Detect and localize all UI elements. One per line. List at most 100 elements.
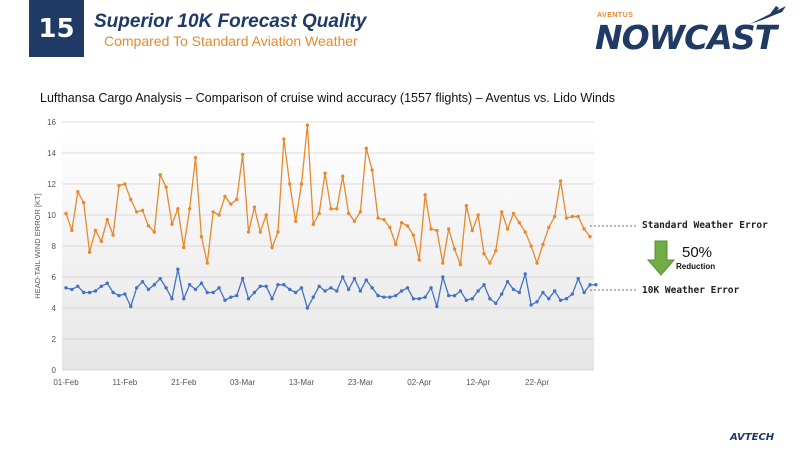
standard-weather-error-point — [229, 202, 233, 206]
tenk-weather-error-point — [588, 283, 592, 287]
tenk-weather-error-point — [335, 289, 339, 293]
tenk-weather-error-point — [423, 295, 427, 299]
standard-weather-error-point — [517, 221, 522, 225]
tenk-weather-error-point — [547, 297, 551, 301]
standard-weather-error-point — [535, 261, 539, 265]
tenk-weather-error-point — [388, 295, 392, 299]
slide-title: Superior 10K Forecast Quality — [94, 11, 367, 32]
tenk-weather-error-point — [170, 297, 174, 301]
tenk-weather-error-point — [117, 293, 121, 298]
tenk-weather-error-point — [276, 283, 280, 287]
x-tick-label: 02-Apr — [407, 378, 431, 387]
standard-weather-error-point — [458, 262, 463, 267]
tenk-weather-error-point — [323, 289, 327, 293]
standard-weather-error-point — [494, 248, 498, 253]
standard-weather-error-point — [81, 200, 86, 205]
tenk-weather-error-point — [505, 279, 510, 284]
standard-weather-error-point — [529, 244, 533, 248]
standard-weather-error-point — [470, 228, 474, 233]
y-tick-label: 10 — [47, 211, 56, 220]
tenk-weather-error-point — [229, 295, 233, 299]
tenk-weather-error-point — [529, 303, 533, 307]
tenk-weather-error-point — [417, 297, 421, 301]
chart-title: Lufthansa Cargo Analysis – Comparison of… — [40, 91, 616, 105]
tenk-weather-error-point — [446, 293, 451, 298]
standard-weather-error-point — [158, 173, 162, 177]
tenk-weather-error-point — [270, 297, 274, 301]
tenk-weather-error-point — [405, 286, 410, 290]
standard-weather-error-point — [123, 182, 127, 186]
x-tick-label: 23-Mar — [348, 378, 374, 387]
standard-weather-error-point — [170, 222, 174, 226]
tenk-weather-error-point — [394, 293, 398, 298]
standard-weather-error-point — [441, 261, 445, 265]
standard-weather-error-point — [464, 204, 469, 208]
tenk-weather-error-point — [382, 295, 386, 299]
tenk-weather-error-point — [564, 297, 569, 301]
standard-weather-error-point — [582, 227, 586, 231]
standard-weather-error-label: Standard Weather Error — [642, 220, 768, 231]
y-tick-label: 4 — [52, 304, 57, 313]
y-tick-label: 14 — [47, 149, 56, 158]
tenk-weather-error-point — [199, 281, 204, 285]
y-tick-label: 0 — [52, 366, 57, 375]
standard-weather-error-point — [252, 205, 257, 209]
tenk-weather-error-point — [429, 286, 433, 290]
standard-weather-error-point — [570, 214, 575, 219]
standard-weather-error-point — [335, 207, 339, 211]
standard-weather-error-point — [323, 171, 327, 175]
tenk-weather-error-point — [240, 276, 245, 281]
standard-weather-error-point — [588, 235, 592, 239]
standard-weather-error-point — [140, 208, 145, 213]
standard-weather-error-point — [64, 211, 68, 216]
slide-number: 15 — [29, 0, 84, 57]
standard-weather-error-point — [152, 230, 157, 234]
footer-brand-logo: AVTECH — [730, 432, 775, 443]
y-tick-label: 6 — [52, 273, 57, 282]
standard-weather-error-point — [205, 261, 210, 265]
tenk-weather-error-point — [346, 287, 351, 292]
standard-weather-error-point — [164, 185, 168, 189]
x-tick-label: 22-Apr — [525, 378, 549, 387]
x-tick-label: 01-Feb — [53, 378, 79, 387]
tenk-weather-error-point — [499, 292, 504, 296]
logo-brand-main: NOWCAST — [595, 18, 777, 57]
tenk-weather-error-point — [582, 290, 586, 295]
tenk-weather-error-point — [105, 281, 109, 285]
airplane-icon — [750, 6, 786, 24]
tenk-weather-error-point — [511, 287, 516, 292]
slide-subtitle: Compared To Standard Aviation Weather — [104, 33, 358, 49]
standard-weather-error-point — [235, 197, 239, 202]
tenk-weather-error-point — [576, 276, 580, 281]
standard-weather-error-point — [199, 235, 204, 239]
standard-weather-error-point — [193, 155, 198, 160]
standard-weather-error-point — [476, 213, 480, 217]
tenk-weather-error-point — [299, 286, 304, 290]
standard-weather-error-point — [511, 211, 516, 216]
standard-weather-error-point — [364, 146, 368, 151]
standard-weather-error-point — [223, 194, 227, 199]
tenk-weather-error-point — [364, 278, 368, 282]
standard-weather-error-point — [576, 214, 580, 219]
tenk-weather-error-point — [193, 287, 198, 292]
standard-weather-error-point — [187, 207, 192, 211]
standard-weather-error-point — [446, 227, 451, 231]
tenk-weather-error-point — [552, 289, 557, 293]
y-tick-label: 12 — [47, 180, 56, 189]
tenk-weather-error-point — [452, 293, 457, 298]
tenk-weather-error-point — [282, 283, 286, 287]
down-arrow-icon — [647, 240, 675, 276]
standard-weather-error-point — [305, 123, 310, 127]
standard-weather-error-point — [134, 210, 139, 214]
tenk-weather-error-point — [476, 289, 480, 293]
standard-weather-error-point — [523, 230, 527, 234]
tenk-weather-error-point — [176, 267, 180, 271]
logo-brand-small: AVENTUS — [597, 12, 634, 19]
standard-weather-error-point — [258, 230, 262, 234]
tenk-weather-error-point — [370, 286, 374, 290]
tenk-weather-error-point — [140, 279, 145, 284]
tenk-weather-error-point — [235, 293, 239, 298]
standard-weather-error-point — [370, 168, 374, 172]
tenk-weather-error-point — [93, 289, 98, 293]
tenk-weather-error-point — [329, 286, 333, 290]
